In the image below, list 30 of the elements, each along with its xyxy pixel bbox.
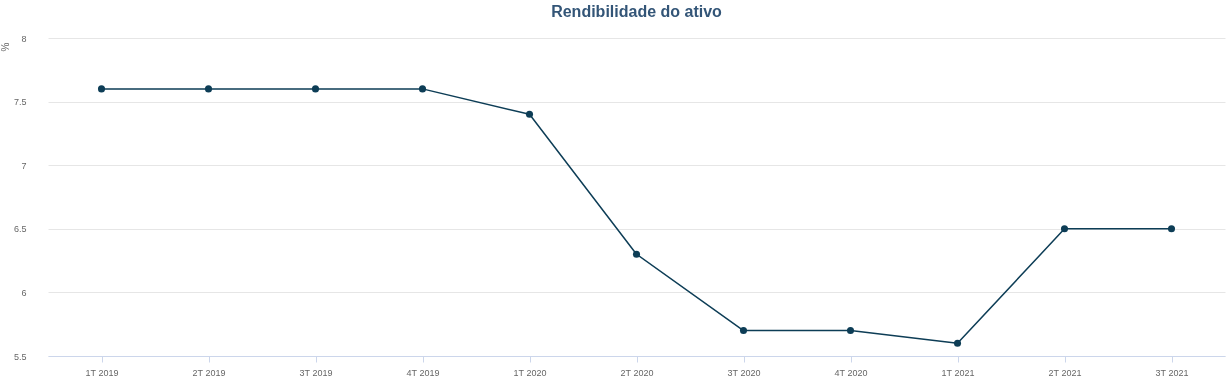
x-tick-label: 1T 2021 [941, 367, 975, 378]
point [97, 85, 106, 93]
point [1167, 225, 1176, 233]
x-tick-label: 2T 2020 [620, 367, 654, 378]
point [1060, 225, 1069, 233]
point [739, 327, 748, 335]
y-tick-label: 7 [21, 160, 27, 171]
y-tick-label: 6.5 [13, 224, 27, 235]
point [846, 327, 855, 335]
x-tick-label: 3T 2019 [299, 367, 333, 378]
point [418, 85, 427, 93]
x-tick-label: 2T 2019 [192, 367, 226, 378]
y-tick-label: 5.5 [13, 351, 27, 362]
x-tick-label: 4T 2020 [834, 367, 868, 378]
point [311, 85, 320, 93]
x-tick-label: 1T 2019 [85, 367, 119, 378]
x-tick-label: 2T 2021 [1048, 367, 1082, 378]
point [953, 339, 962, 347]
x-tick-label: 3T 2021 [1155, 367, 1189, 378]
chart-title: Rendibilidade do ativo [551, 3, 723, 20]
x-tick-label: 3T 2020 [727, 367, 761, 378]
y-axis-title: % [0, 42, 11, 52]
x-tick-label: 1T 2020 [513, 367, 547, 378]
point [525, 110, 534, 118]
point [632, 250, 641, 258]
y-tick-label: 7.5 [13, 97, 27, 108]
point [204, 85, 213, 93]
y-tick-label: 8 [21, 33, 27, 44]
x-tick-label: 4T 2019 [406, 367, 440, 378]
y-tick-label: 6 [21, 287, 27, 298]
